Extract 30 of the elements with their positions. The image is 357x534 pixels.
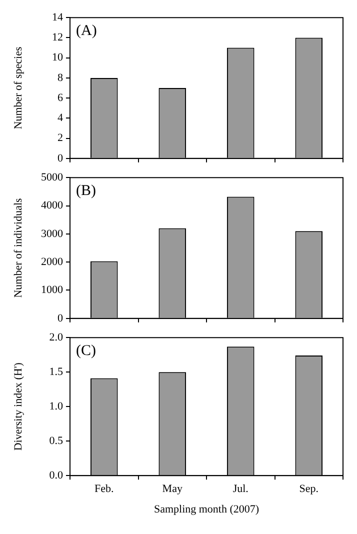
y-tick-label: 8: [58, 72, 64, 84]
y-axis-title: Number of species: [12, 46, 24, 130]
y-tick-label: 0.5: [49, 434, 64, 447]
annotation: (A): [76, 23, 97, 40]
y-tick-label: 5000: [41, 171, 64, 184]
y-tick-label: 4000: [41, 200, 64, 212]
x-tick-label: Jul.: [232, 483, 249, 496]
y-tick-label: 1.5: [49, 366, 64, 378]
y-tick-label: 4: [58, 112, 64, 124]
x-tick-label: Sep.: [299, 483, 319, 496]
y-tick-label: 0.0: [49, 469, 64, 482]
y-tick-label: 12: [52, 32, 63, 44]
annotation: (B): [76, 183, 96, 200]
y-tick-label: 0: [58, 152, 64, 164]
y-tick-label: 1000: [41, 284, 64, 296]
y-tick-label: 14: [52, 11, 64, 24]
x-tick-label: May: [162, 483, 183, 496]
y-tick-label: 10: [52, 52, 64, 64]
x-axis-title: Sampling month (2007): [154, 503, 260, 516]
y-axis-title: Number of individuals: [12, 198, 24, 298]
annotation: (C): [76, 343, 96, 360]
y-tick-label: 2000: [41, 256, 64, 268]
y-tick-label: 1.0: [49, 400, 64, 412]
y-tick-label: 3000: [41, 228, 64, 240]
y-axis-title: Diversity index (H'): [12, 362, 24, 451]
x-tick-label: Feb.: [94, 483, 114, 496]
y-tick-label: 2.0: [49, 331, 64, 344]
y-tick-label: 2: [58, 132, 63, 144]
y-tick-label: 0: [58, 312, 64, 324]
y-tick-label: 6: [58, 92, 64, 104]
